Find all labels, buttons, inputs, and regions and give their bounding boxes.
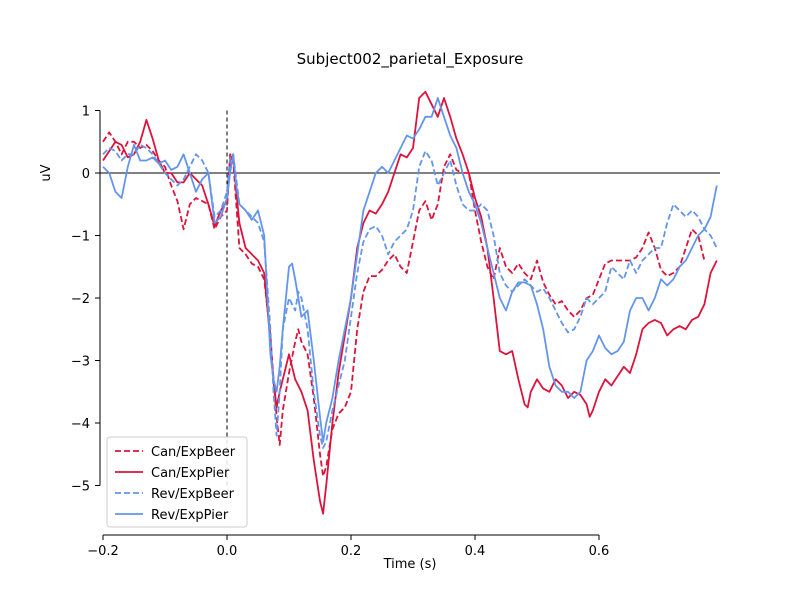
- y-tick-label: −3: [71, 355, 90, 370]
- y-tick-label: −4: [71, 417, 90, 432]
- x-tick-label: 0.0: [217, 544, 238, 559]
- series-line-4: [102, 97, 718, 443]
- y-tick-label: −1: [71, 230, 90, 245]
- y-tick-label: −5: [71, 480, 90, 495]
- legend-box: [106, 436, 248, 528]
- chart-title: Subject002_parietal_Exposure: [297, 50, 524, 69]
- x-axis-label: Time (s): [383, 557, 437, 572]
- series-layer: [102, 90, 718, 515]
- legend: Can/ExpBeer Can/ExpPier Rev/ExpBeer Rev/Exp…: [106, 436, 248, 528]
- y-tick-label: 1: [82, 105, 90, 120]
- x-tick-label: 0.4: [465, 544, 486, 559]
- legend-entry: Can/ExpBeer: [151, 445, 236, 460]
- series-line-2: [102, 90, 718, 515]
- x-tick-label: 0.6: [589, 544, 610, 559]
- y-tick-label: −2: [71, 292, 90, 307]
- x-tick-label: −0.2: [87, 544, 119, 559]
- axes: 1 0 −1 −2 −3 −4 −5 −0.2 0.0 0.2 0.4 0.6: [71, 105, 720, 559]
- x-tick-label: 0.2: [341, 544, 362, 559]
- y-axis-label: uV: [39, 164, 54, 181]
- legend-entry: Can/ExpPier: [151, 466, 230, 481]
- y-tick-label: 0: [82, 167, 90, 182]
- legend-entry: Rev/ExpPier: [151, 508, 229, 523]
- legend-entry: Rev/ExpBeer: [151, 487, 235, 502]
